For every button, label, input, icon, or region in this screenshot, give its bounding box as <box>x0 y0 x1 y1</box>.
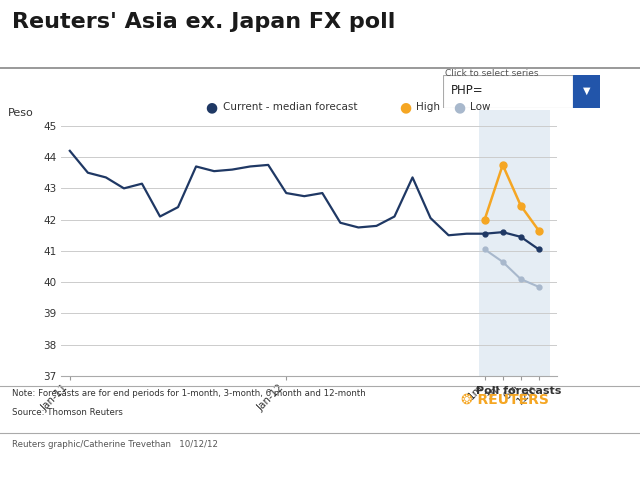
Bar <box>479 110 550 376</box>
Text: Reuters' Asia ex. Japan FX poll: Reuters' Asia ex. Japan FX poll <box>12 12 395 32</box>
Text: PHP=: PHP= <box>451 84 483 97</box>
Bar <box>573 75 600 108</box>
Text: Current - median forecast: Current - median forecast <box>223 103 357 112</box>
Text: Peso: Peso <box>8 108 34 118</box>
Bar <box>443 75 573 108</box>
Text: ●: ● <box>400 100 412 114</box>
Text: Source: Thomson Reuters: Source: Thomson Reuters <box>12 408 122 417</box>
Text: High: High <box>416 103 440 112</box>
Text: Poll forecasts: Poll forecasts <box>476 386 561 396</box>
Text: Reuters graphic/Catherine Trevethan   10/12/12: Reuters graphic/Catherine Trevethan 10/1… <box>12 440 218 449</box>
Text: ●: ● <box>454 100 465 114</box>
Text: Low: Low <box>470 103 491 112</box>
Text: ▼: ▼ <box>582 86 590 96</box>
Text: ❂ REUTERS: ❂ REUTERS <box>461 393 548 407</box>
Text: ●: ● <box>205 100 217 114</box>
Text: Note: Forecasts are for end periods for 1-month, 3-month, 6 month and 12-month: Note: Forecasts are for end periods for … <box>12 389 365 399</box>
Text: Click to select series: Click to select series <box>445 69 538 79</box>
